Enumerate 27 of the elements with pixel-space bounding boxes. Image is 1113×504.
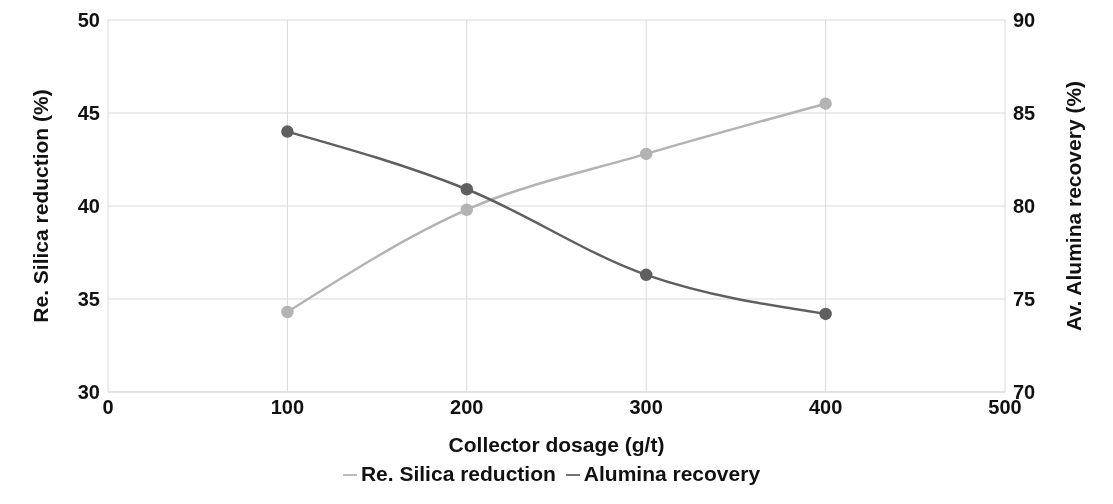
x-axis-title: Collector dosage (g/t): [448, 433, 665, 456]
y2-tick-label: 80: [1013, 195, 1036, 218]
y-tick-label: 35: [77, 288, 100, 311]
y-tick-label: 30: [77, 381, 100, 404]
y-tick-label: 45: [77, 102, 100, 125]
x-tick-label: 0: [102, 396, 114, 419]
y2-tick-label: 75: [1013, 288, 1036, 311]
point: [639, 268, 653, 282]
point: [819, 97, 832, 110]
y-tick-label: 40: [77, 195, 100, 218]
x-tick-label: 400: [808, 396, 843, 419]
point: [460, 183, 474, 196]
point: [281, 125, 294, 138]
x-tick-label: 200: [450, 396, 484, 419]
y-tick-label: 50: [77, 9, 100, 32]
point: [281, 305, 294, 319]
point: [819, 307, 832, 321]
y2-tick-label: 85: [1013, 102, 1036, 125]
point: [460, 203, 474, 216]
point: [639, 147, 653, 161]
legend-label: Re. Silica reduction: [360, 462, 556, 485]
y2-tick-label: 90: [1013, 9, 1036, 32]
x-tick-label: 300: [629, 396, 663, 419]
y-axis-title: Re. Silica reduction (%): [28, 89, 52, 323]
y2-axis-title: Av. Alumina recovery (%): [1061, 80, 1085, 332]
x-tick-label: 100: [270, 396, 305, 419]
legend-label: Alumina recovery: [583, 462, 761, 485]
